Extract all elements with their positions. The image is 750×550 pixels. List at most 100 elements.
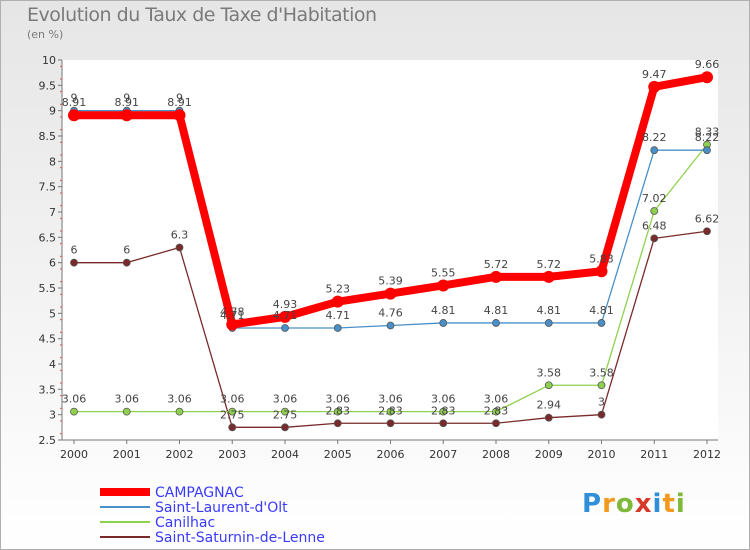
data-label: 8.22 <box>642 131 667 144</box>
series-point <box>439 407 448 416</box>
data-label: 3.06 <box>378 393 403 406</box>
series-point <box>279 310 291 323</box>
series-point <box>492 407 500 416</box>
data-label: 8.33 <box>695 126 720 139</box>
series-point <box>175 407 184 416</box>
data-label: 6.62 <box>695 212 720 225</box>
series-point <box>68 109 80 122</box>
data-label: 6 <box>123 244 130 257</box>
y-tick-label: 5 <box>49 307 56 320</box>
series-point <box>333 407 342 416</box>
series-point <box>490 270 502 283</box>
series-point <box>281 407 289 416</box>
y-tick-label: 5.5 <box>39 282 57 295</box>
data-label: 4.78 <box>220 305 245 318</box>
y-tick-label: 6 <box>49 257 56 270</box>
data-label: 2.83 <box>378 404 403 417</box>
y-tick-label: 7.5 <box>39 181 57 194</box>
data-label: 3.06 <box>273 393 298 406</box>
series-point <box>650 207 659 215</box>
data-label: 8.91 <box>62 96 87 109</box>
data-label: 4.71 <box>326 309 351 322</box>
data-label: 3.06 <box>326 393 351 406</box>
y-tick-label: 4 <box>49 358 56 371</box>
data-label: 4.81 <box>589 304 614 317</box>
x-tick-label: 2007 <box>429 448 457 461</box>
series-point <box>492 419 500 428</box>
series-point <box>439 319 448 327</box>
series-point <box>544 413 553 422</box>
data-label: 4.76 <box>378 306 403 319</box>
series-point <box>281 324 289 332</box>
series-point <box>492 319 500 327</box>
y-tick-label: 9.5 <box>39 79 57 92</box>
series-point <box>175 243 184 252</box>
data-label: 2.83 <box>326 404 351 417</box>
y-tick-label: 9 <box>49 105 56 118</box>
data-label: 2.75 <box>273 408 298 421</box>
series-point <box>542 270 555 283</box>
y-tick-label: 2.5 <box>39 434 57 447</box>
data-label: 4.81 <box>537 304 562 317</box>
legend-label: Saint-Laurent-d'Olt <box>155 500 288 516</box>
x-tick-label: 2000 <box>60 448 88 461</box>
data-label: 3.06 <box>484 393 509 406</box>
series-point <box>597 410 606 419</box>
series-point <box>228 423 237 432</box>
data-label: 5.72 <box>537 258 562 271</box>
data-label: 5.23 <box>326 283 351 296</box>
series-point <box>437 279 450 292</box>
y-tick-label: 4.5 <box>39 333 57 346</box>
data-label: 2.75 <box>220 408 245 421</box>
data-label: 8.22 <box>695 131 720 144</box>
data-label: 3.06 <box>220 393 245 406</box>
x-tick-label: 2008 <box>482 448 510 461</box>
x-tick-label: 2005 <box>324 448 352 461</box>
series-point <box>597 381 606 390</box>
y-tick-label: 8.5 <box>39 130 57 143</box>
data-label: 3 <box>598 396 605 409</box>
x-tick-label: 2004 <box>271 448 299 461</box>
series-point <box>544 381 553 390</box>
data-label: 9.66 <box>695 58 720 71</box>
data-label: 5.72 <box>484 258 509 271</box>
data-label: 6.3 <box>171 228 189 241</box>
series-point <box>228 407 237 416</box>
legend-label: Saint-Saturnin-de-Lenne <box>155 530 325 546</box>
series-point <box>386 321 395 330</box>
data-label: 4.93 <box>273 298 298 311</box>
data-label: 8.91 <box>167 96 192 109</box>
series-point <box>701 71 713 84</box>
data-label: 9 <box>71 92 78 105</box>
data-label: 9 <box>176 92 183 105</box>
data-label: 5.39 <box>378 275 403 288</box>
series-point <box>70 407 78 416</box>
data-label: 3.58 <box>537 366 562 379</box>
series-point <box>281 423 289 432</box>
data-label: 3.06 <box>115 393 140 406</box>
data-label: 6.48 <box>642 219 667 232</box>
chart-title: Evolution du Taux de Taxe d'Habitation <box>27 4 377 26</box>
legend-label: CAMPAGNAC <box>155 485 244 501</box>
data-label: 6 <box>71 244 78 257</box>
y-tick-label: 3.5 <box>39 383 57 396</box>
x-tick-label: 2009 <box>535 448 563 461</box>
x-tick-label: 2012 <box>693 448 721 461</box>
series-point <box>173 109 186 122</box>
series-point <box>703 227 711 236</box>
data-label: 4.71 <box>273 309 298 322</box>
x-tick-label: 2002 <box>166 448 194 461</box>
series-point <box>597 319 606 327</box>
data-label: 2.83 <box>484 404 509 417</box>
y-tick-label: 8 <box>49 155 56 168</box>
series-point <box>333 419 342 428</box>
series-point <box>386 407 395 416</box>
data-label: 4.81 <box>431 304 456 317</box>
series-point <box>386 419 395 428</box>
series-point <box>120 109 133 122</box>
data-label: 3.58 <box>589 366 614 379</box>
legend-label: Canilhac <box>155 515 215 531</box>
x-tick-label: 2010 <box>588 448 616 461</box>
data-label: 5.83 <box>589 252 614 265</box>
